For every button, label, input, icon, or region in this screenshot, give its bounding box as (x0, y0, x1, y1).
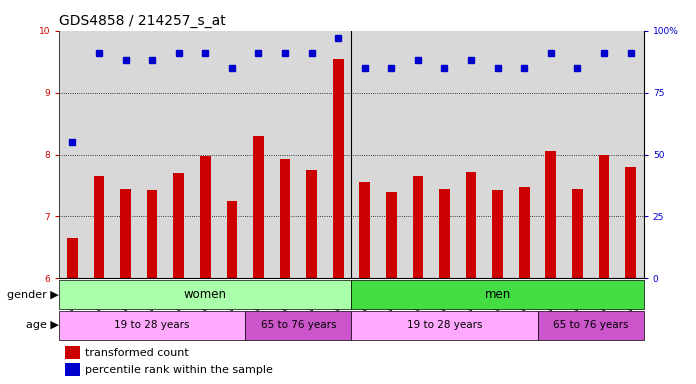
Bar (511, 31, 537, 278)
Bar (466, 172, 476, 278)
Bar (599, 154, 609, 278)
Bar (484, 31, 511, 278)
Bar (219, 31, 245, 278)
Bar (166, 31, 192, 278)
Bar (439, 189, 450, 278)
Bar (173, 173, 184, 278)
Bar (299, 31, 325, 278)
Bar (139, 31, 166, 278)
Bar (591, 31, 617, 278)
Bar (147, 190, 157, 278)
Bar (59, 311, 245, 340)
Text: 19 to 28 years: 19 to 28 years (406, 320, 482, 331)
Bar (67, 238, 78, 278)
Bar (86, 31, 112, 278)
Text: age ▶: age ▶ (26, 320, 59, 331)
Bar (351, 31, 378, 278)
Text: transformed count: transformed count (86, 348, 189, 358)
Text: gender ▶: gender ▶ (8, 290, 59, 300)
Bar (359, 182, 370, 278)
Bar (65, 363, 79, 376)
Bar (245, 311, 351, 340)
Bar (492, 190, 503, 278)
Text: GDS4858 / 214257_s_at: GDS4858 / 214257_s_at (59, 14, 226, 28)
Bar (378, 31, 404, 278)
Bar (306, 170, 317, 278)
Text: 19 to 28 years: 19 to 28 years (114, 320, 190, 331)
Bar (519, 187, 530, 278)
Text: percentile rank within the sample: percentile rank within the sample (86, 365, 274, 375)
Bar (564, 31, 591, 278)
Bar (271, 31, 299, 278)
Bar (94, 176, 104, 278)
Bar (120, 189, 131, 278)
Bar (458, 31, 484, 278)
Bar (280, 159, 290, 278)
Bar (351, 311, 537, 340)
Bar (65, 346, 79, 359)
Bar (617, 31, 644, 278)
Bar (572, 189, 583, 278)
Bar (227, 201, 237, 278)
Bar (325, 31, 351, 278)
Bar (59, 280, 351, 309)
Bar (59, 31, 86, 278)
Bar (245, 31, 271, 278)
Bar (333, 59, 344, 278)
Bar (200, 156, 211, 278)
Bar (112, 31, 139, 278)
Text: 65 to 76 years: 65 to 76 years (553, 320, 628, 331)
Text: 65 to 76 years: 65 to 76 years (260, 320, 336, 331)
Bar (351, 280, 644, 309)
Bar (192, 31, 219, 278)
Bar (432, 31, 458, 278)
Text: women: women (184, 288, 227, 301)
Bar (537, 31, 564, 278)
Bar (404, 31, 432, 278)
Bar (413, 176, 423, 278)
Bar (537, 311, 644, 340)
Bar (625, 167, 636, 278)
Text: men: men (484, 288, 511, 301)
Bar (386, 192, 397, 278)
Bar (546, 151, 556, 278)
Bar (253, 136, 264, 278)
